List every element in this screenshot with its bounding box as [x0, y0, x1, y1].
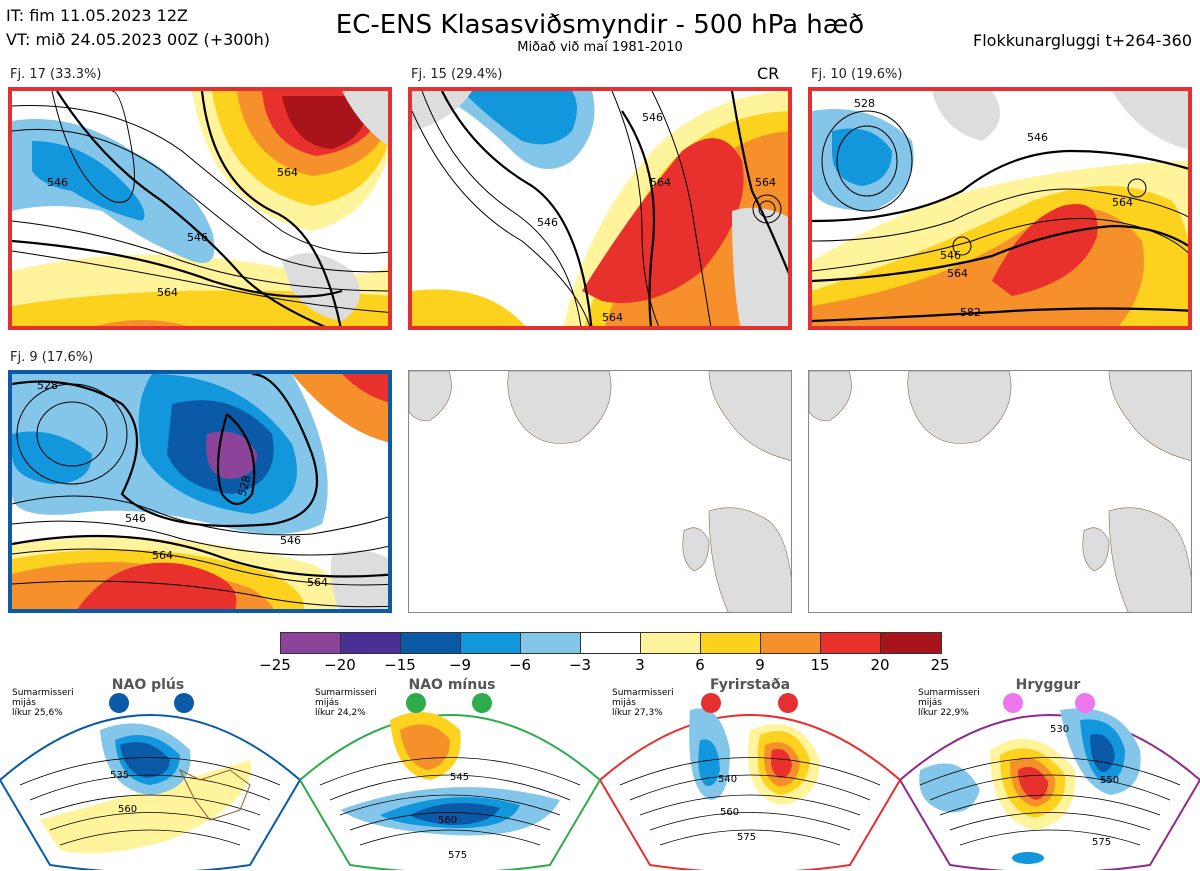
regime-contour-label: 575	[448, 850, 467, 861]
init-time: IT: fim 11.05.2023 12Z	[6, 6, 188, 25]
regime-note-line: mijás	[612, 698, 636, 708]
regime-contour-label: 540	[718, 774, 737, 785]
panel-1-contour-label: 564	[277, 166, 298, 179]
colorbar-tick: 6	[695, 656, 705, 674]
regime-contour-label: 535	[110, 770, 129, 781]
panel-2-contour-label: 564	[602, 311, 623, 324]
colorbar-swatch	[281, 633, 341, 653]
colorbar-swatch	[641, 633, 701, 653]
colorbar-swatch	[581, 633, 641, 653]
regime-title: NAO plús	[111, 677, 185, 693]
panel-2-contour-label: 564	[755, 176, 776, 189]
regime-contour-label: 560	[438, 815, 457, 826]
regime-note-line: Sumarmisseri	[315, 688, 377, 698]
regime-note-line: líkur 27,3%	[612, 708, 663, 718]
colorbar-tick: −15	[384, 656, 416, 674]
classification-window: Flokkunargluggi t+264-360	[973, 31, 1192, 50]
panel-4-label: Fj. 9 (17.6%)	[10, 350, 94, 365]
colorbar	[280, 632, 942, 654]
colorbar-tick: 3	[635, 656, 645, 674]
panel-3-contour-label: 582	[960, 306, 981, 319]
panel-1-contour-label: 564	[157, 286, 178, 299]
panel-3-label: Fj. 10 (19.6%)	[811, 67, 903, 82]
colorbar-swatch	[401, 633, 461, 653]
regime-title: Hryggur	[1015, 677, 1081, 693]
regime-note-line: mijás	[918, 698, 942, 708]
valid-time: VT: mið 24.05.2023 00Z (+300h)	[6, 30, 271, 49]
panel-3-contour-label: 546	[1027, 131, 1048, 144]
regime-note-line: Sumarmisseri	[612, 688, 674, 698]
colorbar-tick: 25	[930, 656, 950, 674]
regime-note-line: mijás	[12, 698, 36, 708]
regime-note-line: Sumarmisseri	[918, 688, 980, 698]
regime-title: Fyrirstaða	[709, 677, 791, 693]
empty-map-1	[408, 370, 792, 613]
colorbar-swatch	[881, 633, 941, 653]
cluster-map-4: 528 528 546 546 564 564	[8, 370, 392, 613]
panel-2-contour-label: 564	[650, 176, 671, 189]
empty-map-2	[808, 370, 1192, 613]
colorbar-tick: 20	[870, 656, 890, 674]
panel-1-label: Fj. 17 (33.3%)	[10, 67, 102, 82]
panel-2-tag: CR	[757, 64, 780, 83]
panel-4-contour-label: 528	[37, 379, 58, 392]
page-title: EC-ENS Klasasviðsmyndir - 500 hPa hæð	[335, 10, 865, 40]
panel-3-contour-label: 564	[1112, 196, 1133, 209]
regime-note: Sumarmisseri mijás líkur 25,6%	[12, 688, 74, 718]
regime-note-line: líkur 25,6%	[12, 708, 63, 718]
panel-4-contour-label: 564	[152, 549, 173, 562]
colorbar-tick: −20	[324, 656, 356, 674]
panel-4-contour-label: 528	[236, 474, 254, 498]
panel-1-contour-label: 546	[187, 231, 208, 244]
cluster-map-2: 546 546 564 564 564	[408, 87, 792, 330]
regime-note-line: mijás	[315, 698, 339, 708]
colorbar-swatch	[341, 633, 401, 653]
colorbar-tick: −9	[448, 656, 472, 674]
regime-contour-label: 575	[737, 832, 756, 843]
colorbar-swatch	[761, 633, 821, 653]
regime-contour-label: 560	[720, 807, 739, 818]
regime-note-line: líkur 24,2%	[315, 708, 366, 718]
colorbar-tick: −6	[508, 656, 532, 674]
panel-2-label: Fj. 15 (29.4%)	[411, 67, 503, 82]
colorbar-tick: 15	[810, 656, 830, 674]
regime-contour-label: 530	[1050, 724, 1069, 735]
panel-3-contour-label: 528	[854, 97, 875, 110]
regime-contour-label: 550	[1100, 775, 1119, 786]
regime-note: Sumarmisseri mijás líkur 24,2%	[315, 688, 377, 718]
colorbar-swatch	[521, 633, 581, 653]
panel-3-contour-label: 546	[940, 249, 961, 262]
cluster-map-1: 546 546 564 564	[8, 87, 392, 330]
panel-4-contour-label: 546	[280, 534, 301, 547]
regime-note-line: Sumarmisseri	[12, 688, 74, 698]
panel-1-contour-label: 546	[47, 176, 68, 189]
regime-note-line: líkur 22,9%	[918, 708, 969, 718]
colorbar-tick: 9	[755, 656, 765, 674]
colorbar-swatch	[821, 633, 881, 653]
colorbar-swatch	[461, 633, 521, 653]
regime-note: Sumarmisseri mijás líkur 22,9%	[918, 688, 980, 718]
colorbar-tick: −25	[259, 656, 291, 674]
regime-contour-label: 545	[450, 772, 469, 783]
regime-title: NAO mínus	[408, 677, 496, 693]
regime-contour-label: 560	[118, 804, 137, 815]
colorbar-swatch	[701, 633, 761, 653]
page-subtitle: Miðað við maí 1981-2010	[517, 40, 683, 55]
regime-contour-label: 575	[1092, 837, 1111, 848]
panel-2-contour-label: 546	[642, 111, 663, 124]
colorbar-tick: −3	[568, 656, 592, 674]
panel-4-contour-label: 546	[125, 512, 146, 525]
panel-2-contour-label: 546	[537, 216, 558, 229]
cluster-map-3: 528 546 546 564 564 582	[808, 87, 1192, 330]
regime-note: Sumarmisseri mijás líkur 27,3%	[612, 688, 674, 718]
panel-4-contour-label: 564	[307, 576, 328, 589]
panel-3-contour-label: 564	[947, 267, 968, 280]
